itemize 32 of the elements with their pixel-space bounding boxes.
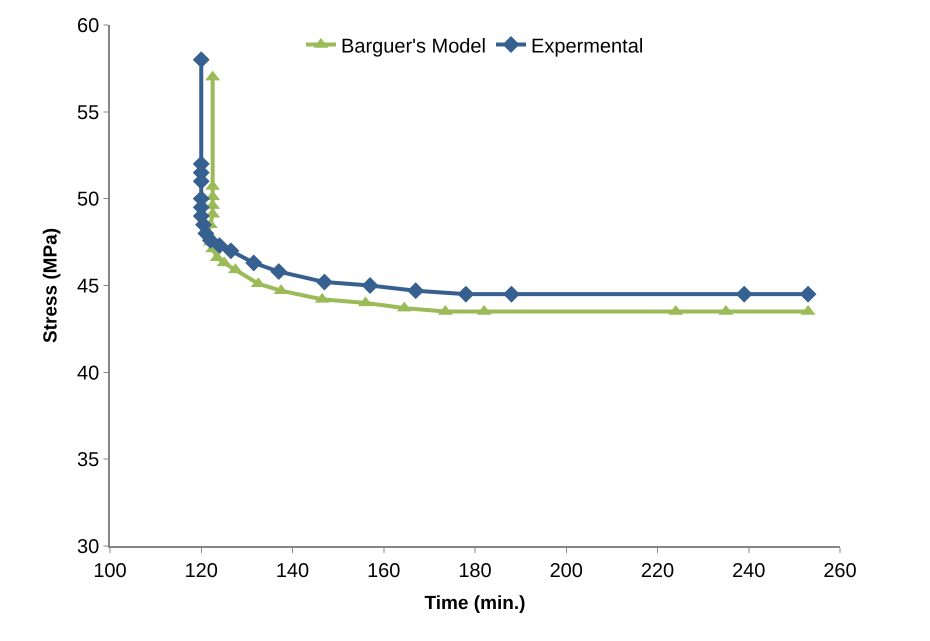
legend-label: Expermental — [531, 35, 644, 58]
y-tick-label: 40 — [77, 362, 100, 384]
point — [736, 286, 753, 303]
x-tick-label: 180 — [458, 560, 492, 582]
y-tick-label: 30 — [77, 536, 100, 558]
y-tick-label: 50 — [77, 188, 100, 211]
y-tick-label: 35 — [77, 449, 100, 472]
point — [222, 242, 240, 260]
y-axis-title: Stress (MPa) — [40, 228, 62, 344]
x-tick-label: 260 — [823, 560, 857, 582]
point — [211, 237, 228, 254]
point — [407, 282, 424, 300]
x-axis-title: Time (min.) — [424, 593, 526, 614]
point — [245, 254, 262, 272]
y-tick-label: 55 — [77, 102, 100, 124]
point — [316, 274, 333, 290]
legend-label: Barguer's Model — [341, 35, 486, 58]
x-tick-label: 140 — [276, 560, 310, 582]
x-tick-label: 100 — [93, 560, 127, 582]
point — [800, 286, 817, 303]
point — [192, 51, 210, 68]
y-tick-label: 60 — [77, 15, 100, 37]
x-tick-label: 200 — [550, 560, 583, 582]
x-tick-label: 240 — [732, 560, 766, 582]
x-tick-label: 160 — [367, 560, 400, 582]
x-tick-label: 120 — [184, 560, 218, 582]
x-tick-label: 220 — [640, 560, 674, 582]
point — [457, 286, 474, 303]
point — [270, 263, 288, 280]
point — [503, 286, 520, 303]
point — [362, 277, 379, 294]
y-tick-label: 45 — [77, 276, 100, 298]
